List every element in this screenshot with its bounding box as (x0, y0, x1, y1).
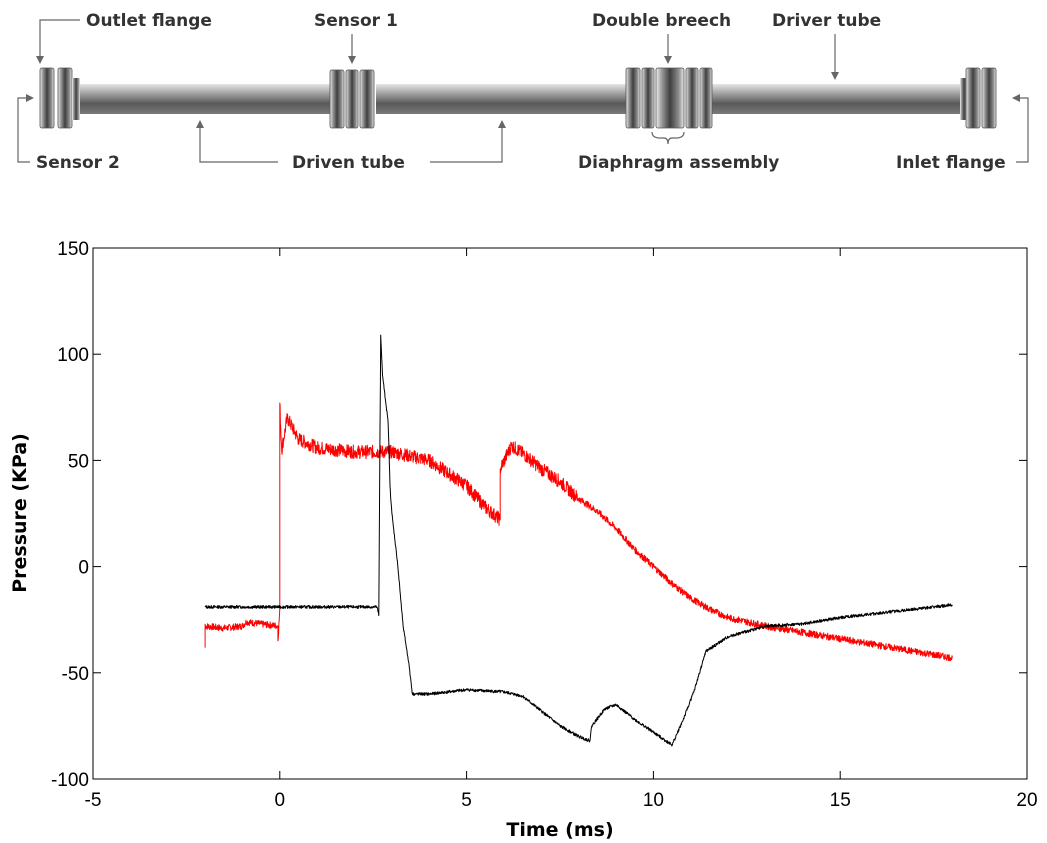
x-axis-label: Time (ms) (506, 819, 613, 841)
driven-tube-callout-left (199, 126, 278, 163)
x-tick-label: 0 (275, 790, 286, 811)
sensor1-flange (329, 69, 375, 129)
outlet-flange-label: Outlet flange (86, 11, 212, 31)
sensor2-label: Sensor 2 (36, 153, 120, 173)
y-tick-label: 50 (68, 451, 89, 472)
plot-frame (92, 247, 1028, 780)
y-tick-label: 0 (78, 558, 89, 579)
sensor2-callout (17, 97, 30, 163)
y-tick-label: -50 (62, 664, 89, 685)
inlet-flange-callout (1016, 97, 1029, 163)
diaphragm-brace (651, 131, 685, 145)
x-tick-label: -5 (85, 790, 102, 811)
double-breech-label: Double breech (592, 11, 731, 31)
outlet-flange-callout (39, 19, 80, 58)
inlet-flange (960, 67, 997, 129)
diaphragm-assembly-label: Diaphragm assembly (578, 153, 779, 173)
y-tick-label: 100 (57, 345, 89, 366)
sensor1-label: Sensor 1 (314, 11, 398, 31)
y-axis-label: Pressure (KPa) (9, 433, 31, 593)
inlet-flange-label: Inlet flange (896, 153, 1006, 173)
y-tick-label: 150 (57, 239, 89, 260)
shock-tube-diagram: Outlet flange Sensor 1 Double breech Dri… (17, 11, 1029, 173)
y-tick-label: -100 (51, 770, 89, 791)
x-tick-label: 10 (643, 790, 664, 811)
x-tick-label: 20 (1016, 790, 1037, 811)
driven-tube-segment-1 (78, 84, 332, 114)
series-line-black (204, 334, 953, 747)
double-breech-assembly (625, 67, 713, 129)
driver-tube-segment (710, 84, 965, 114)
driven-tube-callout-right (430, 126, 503, 163)
plot-series (204, 334, 953, 747)
outlet-flange (39, 67, 80, 129)
x-tick-label: 5 (461, 790, 472, 811)
driven-tube-segment-2 (376, 84, 630, 114)
driven-tube-label: Driven tube (292, 153, 405, 173)
x-tick-label: 15 (830, 790, 851, 811)
driver-tube-label: Driver tube (772, 11, 881, 31)
series-line-red (204, 402, 953, 662)
